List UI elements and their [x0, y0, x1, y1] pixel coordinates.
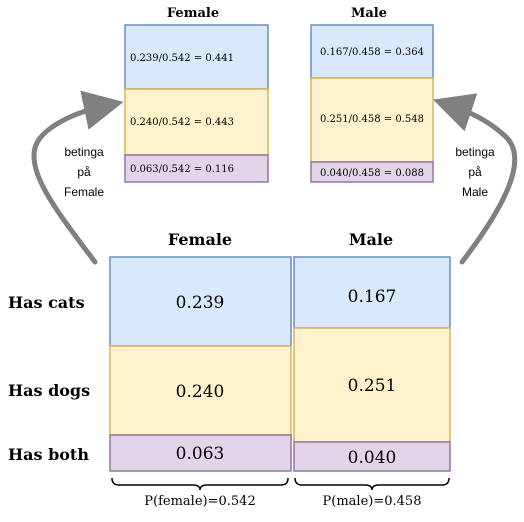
right-arrow-text-1: betinga — [455, 145, 495, 159]
bottom-female-both-cell — [109, 434, 292, 472]
top-male-cats-label: 0.167/0.458 = 0.364 — [320, 47, 424, 58]
row-label-has-cats: Has cats — [8, 293, 85, 312]
top-male-dogs-label: 0.251/0.458 = 0.548 — [320, 114, 424, 125]
top-female-both-label: 0.063/0.542 = 0.116 — [130, 164, 234, 175]
bottom-male-dogs-cell — [293, 327, 451, 443]
bottom-female-title: Female — [168, 230, 232, 249]
top-female-both-cell — [124, 154, 269, 183]
male-underbrace — [294, 477, 450, 491]
top-female-dogs-cell — [124, 88, 269, 156]
male-probability-label: P(male)=0.458 — [323, 494, 422, 509]
top-male-both-label: 0.040/0.458 = 0.088 — [320, 168, 424, 179]
top-male-cats-cell — [310, 24, 434, 79]
top-male-title: Male — [351, 6, 387, 21]
top-female-cats-label: 0.239/0.542 = 0.441 — [130, 53, 234, 64]
right-arrow-text-2: på — [468, 165, 482, 179]
row-label-has-both: Has both — [8, 445, 89, 464]
bottom-male-both-cell — [293, 441, 451, 472]
bottom-female-stack: 0.239 0.240 0.063 — [109, 256, 292, 472]
bottom-female-both-value: 0.063 — [176, 444, 225, 464]
right-arrow-text-3: Male — [462, 185, 488, 199]
top-male-stack: 0.167/0.458 = 0.364 0.251/0.458 = 0.548 … — [310, 24, 434, 183]
right-condition-arrow — [433, 93, 518, 265]
bottom-male-cats-value: 0.167 — [348, 287, 397, 307]
bottom-male-title: Male — [349, 230, 393, 249]
bottom-male-cats-cell — [293, 256, 451, 329]
row-label-has-dogs: Has dogs — [8, 381, 90, 400]
female-underbrace — [111, 477, 289, 491]
top-male-both-cell — [310, 161, 434, 183]
bottom-male-stack: 0.167 0.251 0.040 — [293, 256, 451, 472]
top-female-stack: 0.239/0.542 = 0.441 0.240/0.542 = 0.443 … — [124, 24, 269, 183]
left-arrow-text-3: Female — [64, 185, 104, 199]
top-female-cats-cell — [124, 24, 269, 90]
left-arrow-text-2: på — [77, 165, 91, 179]
top-female-dogs-label: 0.240/0.542 = 0.443 — [130, 117, 234, 128]
bottom-female-dogs-cell — [109, 345, 292, 436]
female-probability-label: P(female)=0.542 — [144, 494, 255, 509]
bottom-male-both-value: 0.040 — [348, 448, 397, 468]
top-female-title: Female — [167, 6, 219, 21]
left-condition-arrow — [31, 90, 124, 265]
left-arrow-text-1: betinga — [64, 145, 104, 159]
bottom-male-dogs-value: 0.251 — [348, 376, 397, 396]
bottom-female-dogs-value: 0.240 — [176, 382, 225, 402]
bottom-female-cats-value: 0.239 — [176, 293, 225, 313]
